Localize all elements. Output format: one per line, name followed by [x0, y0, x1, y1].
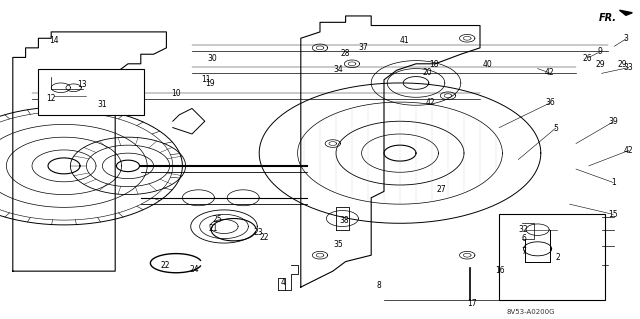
Text: 2: 2	[556, 253, 561, 262]
Text: 18: 18	[429, 60, 438, 69]
Text: 15: 15	[608, 210, 618, 219]
Text: 29: 29	[595, 60, 605, 69]
Text: 20: 20	[422, 68, 433, 77]
Text: 17: 17	[467, 299, 477, 308]
Text: 8: 8	[376, 281, 381, 290]
Text: 21: 21	[209, 224, 218, 233]
Text: 30: 30	[207, 54, 218, 63]
Text: 27: 27	[436, 185, 447, 194]
Text: 3: 3	[623, 34, 628, 43]
Text: 31: 31	[97, 100, 108, 109]
Text: 33: 33	[623, 63, 634, 72]
Bar	[499, 214, 605, 300]
Text: 29: 29	[617, 60, 627, 69]
Text: 10: 10	[171, 89, 181, 98]
Text: 7: 7	[521, 247, 526, 256]
Text: 14: 14	[49, 36, 60, 45]
Text: 28: 28	[341, 49, 350, 58]
Text: 19: 19	[205, 79, 215, 88]
Text: 37: 37	[358, 43, 369, 52]
Text: 12: 12	[47, 94, 56, 103]
Text: 24: 24	[189, 265, 199, 274]
Text: 6: 6	[521, 234, 526, 243]
Text: 8V53-A0200G: 8V53-A0200G	[507, 309, 556, 315]
Text: FR.: FR.	[598, 13, 616, 23]
Text: 41: 41	[399, 36, 410, 45]
Text: 22: 22	[161, 261, 170, 270]
Text: 5: 5	[553, 124, 558, 133]
Text: 42: 42	[425, 98, 435, 107]
Text: 4: 4	[281, 278, 286, 287]
Text: 23: 23	[253, 228, 264, 237]
Text: 40: 40	[483, 60, 493, 69]
Text: 39: 39	[608, 117, 618, 126]
Text: 11: 11	[202, 75, 211, 84]
Text: 16: 16	[495, 266, 506, 275]
Text: 36: 36	[545, 98, 556, 107]
Text: 38: 38	[339, 216, 349, 225]
Text: 1: 1	[611, 178, 616, 187]
Polygon shape	[620, 10, 632, 15]
Text: 22: 22	[260, 233, 269, 242]
Text: 13: 13	[77, 80, 87, 89]
Text: 42: 42	[544, 68, 554, 77]
Text: 25: 25	[212, 215, 223, 224]
Text: 32: 32	[518, 225, 529, 234]
Text: 42: 42	[623, 146, 634, 155]
Text: 34: 34	[333, 65, 343, 74]
Text: 9: 9	[598, 47, 603, 56]
Text: 35: 35	[333, 241, 343, 249]
Text: 26: 26	[582, 54, 593, 63]
Bar	[38, 69, 144, 115]
